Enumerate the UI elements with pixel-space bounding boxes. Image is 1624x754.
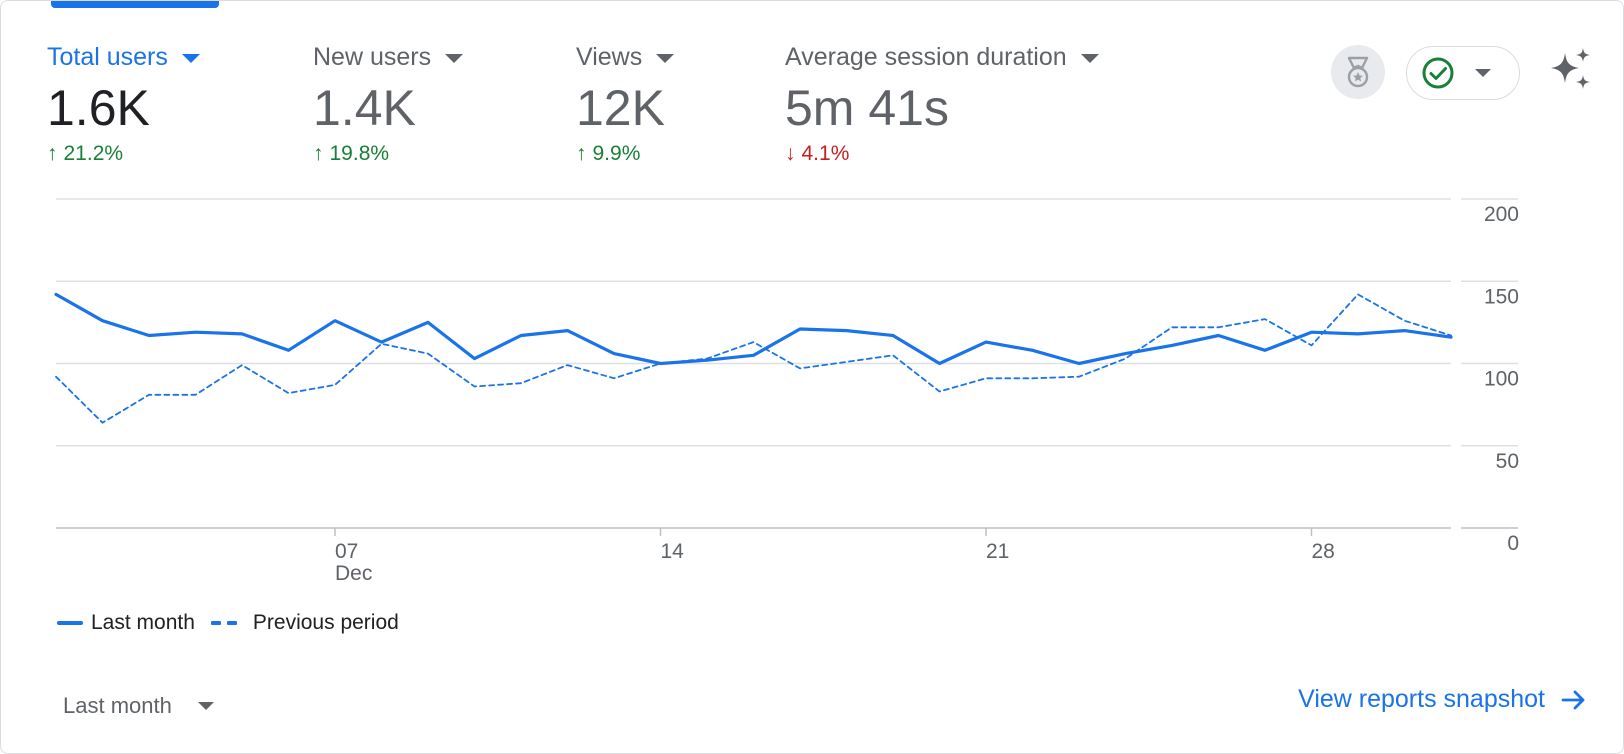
caret-down-icon — [197, 702, 214, 710]
metric-average-session-duration[interactable]: Average session duration 5m 41s ↓ 4.1% — [785, 43, 1099, 166]
caret-down-icon — [656, 54, 675, 63]
metric-change-value: 19.8% — [329, 142, 390, 165]
x-tick-sublabel: Dec — [335, 562, 372, 585]
caret-down-icon — [1080, 54, 1099, 63]
metric-views[interactable]: Views 12K ↑ 9.9% — [576, 43, 675, 166]
legend-last-month: Last month — [91, 611, 195, 634]
metric-value: 1.4K — [313, 80, 416, 136]
active-tab-indicator — [51, 1, 219, 8]
metric-label: Views — [576, 43, 643, 71]
caret-down-icon — [1475, 69, 1491, 77]
medal-icon — [1347, 56, 1369, 88]
y-tick-label: 100 — [1484, 368, 1519, 391]
metric-value: 5m 41s — [785, 80, 949, 136]
metric-value: 1.6K — [47, 80, 150, 136]
arrow-up-icon: ↑ — [313, 142, 324, 165]
metric-header[interactable]: New users — [313, 43, 464, 72]
metric-change: ↑ 19.8% — [313, 142, 463, 166]
legend-solid-line-swatch — [57, 621, 83, 625]
metric-change-value: 9.9% — [592, 142, 641, 165]
metric-header[interactable]: Views — [576, 43, 675, 72]
y-tick-label: 150 — [1484, 285, 1519, 308]
medal-badge-button[interactable] — [1331, 45, 1385, 99]
metric-header[interactable]: Average session duration — [785, 43, 1099, 72]
metric-label: New users — [313, 43, 432, 71]
date-range-label: Last month — [63, 693, 172, 718]
metric-value: 12K — [576, 80, 665, 136]
arrow-right-icon — [1561, 690, 1585, 709]
metric-total-users[interactable]: Total users 1.6K ↑ 21.2% — [47, 43, 200, 166]
x-tick-label: 14 — [661, 540, 685, 563]
metric-change: ↑ 21.2% — [47, 142, 200, 166]
x-tick-label: 21 — [986, 540, 1009, 563]
metric-change: ↓ 4.1% — [785, 142, 1099, 166]
metric-change: ↑ 9.9% — [576, 142, 674, 166]
check-circle-icon — [1422, 57, 1454, 89]
metric-header[interactable]: Total users — [47, 43, 200, 72]
arrow-down-icon: ↓ — [785, 142, 796, 165]
metric-label: Total users — [47, 43, 168, 71]
y-tick-label: 50 — [1496, 450, 1519, 473]
caret-down-icon — [181, 54, 200, 63]
data-quality-status-button[interactable] — [1406, 46, 1520, 100]
metric-label: Average session duration — [785, 43, 1067, 71]
series-line-previous-period — [55, 293, 1452, 424]
arrow-up-icon: ↑ — [47, 142, 58, 165]
date-range-select[interactable]: Last month — [51, 687, 226, 725]
snapshot-link-label: View reports snapshot — [1298, 685, 1545, 713]
legend-dashed-line-swatch — [210, 621, 243, 625]
series-line-last-month — [54, 292, 1453, 366]
metric-change-value: 21.2% — [63, 142, 124, 165]
caret-down-icon — [445, 54, 464, 63]
arrow-up-icon: ↑ — [576, 142, 587, 165]
chart-legend: Last month Previous period — [57, 611, 399, 635]
x-tick-label: 28 — [1312, 540, 1335, 563]
sparkle-icon[interactable] — [1549, 47, 1595, 91]
metric-new-users[interactable]: New users 1.4K ↑ 19.8% — [313, 43, 464, 166]
metric-change-value: 4.1% — [801, 142, 850, 165]
view-reports-snapshot-link[interactable]: View reports snapshot — [1298, 685, 1587, 714]
y-tick-label: 200 — [1484, 203, 1519, 226]
legend-previous-period: Previous period — [252, 611, 399, 634]
y-tick-label: 0 — [1507, 532, 1519, 555]
x-tick-label: 07 — [335, 540, 358, 563]
